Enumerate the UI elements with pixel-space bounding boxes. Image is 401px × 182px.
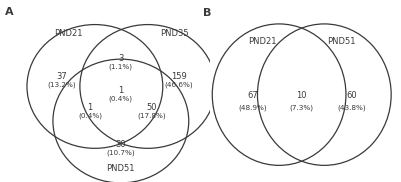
Text: (0.4%): (0.4%) [78, 112, 102, 119]
Text: 37: 37 [57, 72, 67, 81]
Text: (10.7%): (10.7%) [107, 150, 135, 156]
Text: (17.8%): (17.8%) [138, 112, 166, 119]
Text: PND51: PND51 [107, 164, 135, 173]
Text: A: A [5, 7, 14, 17]
Text: 1: 1 [87, 103, 93, 112]
Text: PND35: PND35 [160, 29, 189, 38]
Text: PND21: PND21 [54, 29, 82, 38]
Text: 30: 30 [115, 140, 126, 149]
Text: 1: 1 [118, 86, 124, 95]
Text: PND51: PND51 [327, 37, 355, 46]
Text: 60: 60 [346, 91, 357, 100]
Text: (46.6%): (46.6%) [164, 81, 193, 88]
Text: B: B [203, 8, 212, 18]
Text: (43.8%): (43.8%) [338, 105, 366, 111]
Text: 50: 50 [146, 103, 157, 112]
Text: 159: 159 [171, 72, 186, 81]
Text: (0.4%): (0.4%) [109, 95, 133, 102]
Text: 3: 3 [118, 54, 124, 63]
Text: (13.2%): (13.2%) [48, 81, 76, 88]
Text: 67: 67 [247, 91, 258, 100]
Text: (48.9%): (48.9%) [238, 105, 267, 111]
Text: 10: 10 [296, 91, 307, 100]
Text: PND21: PND21 [248, 37, 277, 46]
Text: (1.1%): (1.1%) [109, 63, 133, 70]
Text: (7.3%): (7.3%) [290, 105, 314, 111]
